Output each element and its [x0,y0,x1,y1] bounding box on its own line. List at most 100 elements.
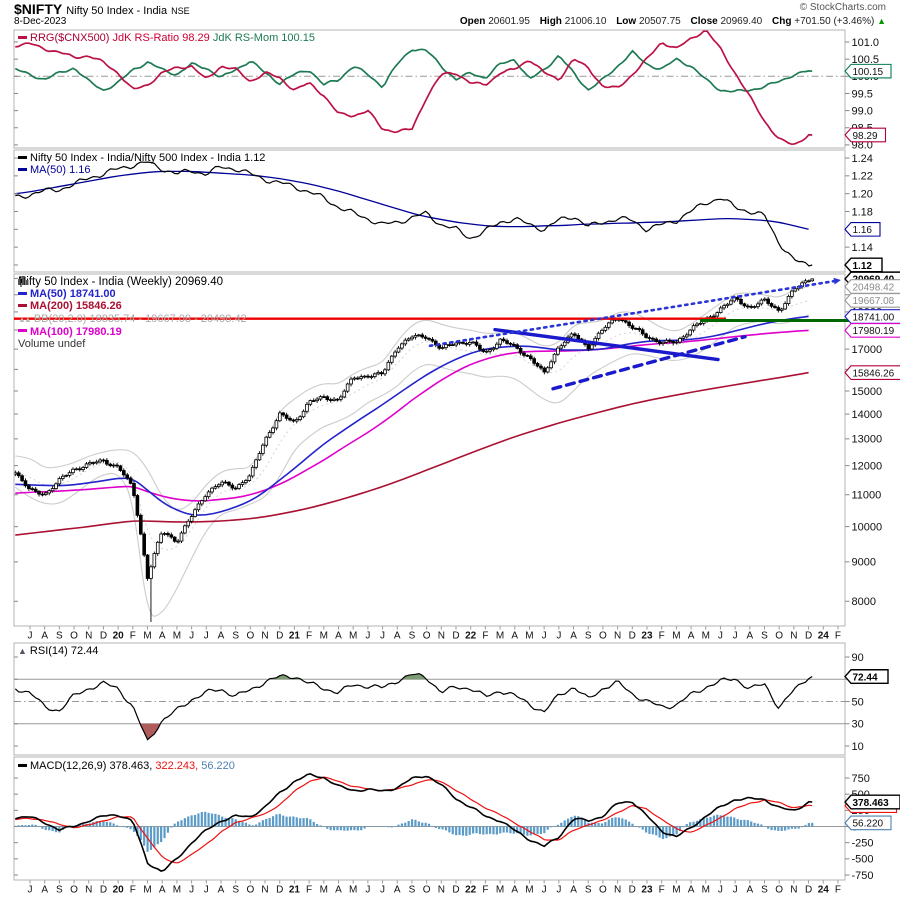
main-annotations [14,277,856,391]
svg-text:1.14: 1.14 [852,242,873,254]
svg-text:F: F [306,631,312,642]
rsi-y-axis: 9070503010 [14,652,864,753]
svg-text:F: F [130,885,136,896]
svg-text:F: F [835,631,841,642]
svg-text:A: A [335,885,342,896]
svg-text:98.29: 98.29 [853,131,878,142]
svg-text:-750: -750 [852,870,874,882]
svg-text:A: A [688,631,695,642]
svg-text:9000: 9000 [852,557,876,569]
low-value: 20507.75 [638,16,681,27]
svg-text:S: S [56,631,63,642]
chart-date: 8-Dec-2023 [14,16,67,27]
svg-text:M: M [525,885,533,896]
svg-text:A: A [746,885,753,896]
svg-text:20498.42: 20498.42 [853,282,895,293]
rsi-axis-badge-72.44: 72.44 [844,669,889,685]
rsi-label: RSI(14) [29,645,68,657]
svg-text:M: M [349,885,357,896]
change-up-arrow: ▲ [877,16,886,26]
svg-text:378.463: 378.463 [853,798,890,809]
svg-text:M: M [702,631,710,642]
volume-legend: Volume undef [18,276,247,351]
index-name: Nifty 50 Index - India [66,5,168,17]
svg-text:A: A [511,885,518,896]
macd-signal-value: 322.243, [155,760,199,772]
rrg-legend: RRG($CNX500) JdK RS-Ratio 98.29 JdK RS-M… [18,32,315,44]
svg-text:S: S [761,631,768,642]
volume-text: Volume undef [18,338,86,351]
svg-text:M: M [173,885,181,896]
x-axis-row-1: J A S O N D 20 F M A M J J A S O N D 21 F M A M J J A S O N D 22 F M A M J J… [28,626,841,642]
ma50-icon [18,291,27,295]
svg-text:M: M [496,631,504,642]
ma50-legend: MA(50) 18741.00 [18,288,247,300]
svg-text:A: A [394,631,401,642]
ratio-axis-badge-1.12: 1.12 [844,257,883,273]
macd-value: 378.463, [109,760,153,772]
rs-mom-value: 100.15 [281,32,315,44]
annotation-arrowhead [833,277,841,285]
svg-text:1.18: 1.18 [852,206,873,218]
ma100-legend: MA(100) 17980.19 [18,326,247,338]
svg-text:99.0: 99.0 [852,105,873,117]
svg-text:1.20: 1.20 [852,188,873,200]
svg-text:12000: 12000 [852,460,883,472]
svg-text:50: 50 [852,696,864,708]
svg-text:S: S [232,885,239,896]
svg-text:M: M [672,631,680,642]
svg-text:21: 21 [289,631,301,642]
svg-text:J: J [28,885,33,896]
ohlc-quote: Open 20601.95 High 21006.10 Low 20507.75… [453,16,886,27]
svg-text:D: D [452,631,459,642]
chg-label: Chg [772,16,792,27]
svg-text:S: S [409,885,416,896]
exchange: NSE [171,6,190,16]
svg-text:S: S [56,885,63,896]
svg-text:99.5: 99.5 [852,88,873,100]
svg-text:17980.19: 17980.19 [853,326,895,337]
svg-text:J: J [733,885,738,896]
svg-text:22: 22 [465,885,477,896]
svg-text:J: J [365,631,370,642]
svg-text:N: N [790,631,797,642]
svg-text:A: A [41,631,48,642]
svg-text:M: M [496,885,504,896]
ratio-axis-badge-1.16: 1.16 [844,221,881,237]
close-value: 20969.40 [720,16,763,27]
macd-axis-badge-56.220: 56.220 [844,815,892,831]
macd-label: MACD(12,26,9) [30,760,107,772]
rsi-series [14,672,813,741]
svg-text:F: F [482,631,488,642]
svg-text:N: N [790,885,797,896]
svg-text:M: M [320,631,328,642]
svg-text:J: J [733,631,738,642]
svg-text:O: O [423,631,431,642]
svg-text:15846.26: 15846.26 [853,368,895,379]
svg-text:13000: 13000 [852,434,883,446]
svg-text:J: J [189,885,194,896]
svg-text:101.0: 101.0 [852,37,880,49]
symbol: $NIFTY [14,1,63,17]
title-row: $NIFTY Nifty 50 Index - India NSE [14,1,190,19]
svg-text:A: A [688,885,695,896]
svg-text:J: J [380,885,385,896]
ratio-ma-value: 1.16 [69,164,91,177]
svg-text:98.0: 98.0 [852,140,873,152]
bb-legend: ▲▲ BB(20,2.0) 18835.74 - 19667.08 - 20498… [18,313,247,326]
svg-text:30: 30 [852,719,864,731]
chg-value: +701.50 (+3.46%) [794,16,875,27]
svg-text:D: D [276,631,283,642]
svg-text:A: A [159,631,166,642]
svg-text:N: N [614,631,621,642]
area-icon: ▲ [18,646,27,656]
svg-text:M: M [143,885,151,896]
svg-text:72.44: 72.44 [853,672,878,683]
main-title-value: 20969.40 [175,276,223,288]
svg-text:M: M [173,631,181,642]
bands-icon: ▲▲ [18,314,32,324]
svg-text:1.12: 1.12 [853,261,873,272]
svg-text:20: 20 [113,885,125,896]
main-axis-badge-15846.26: 15846.26 [844,365,900,380]
ma200-text: MA(200) 15846.26 [30,300,122,313]
